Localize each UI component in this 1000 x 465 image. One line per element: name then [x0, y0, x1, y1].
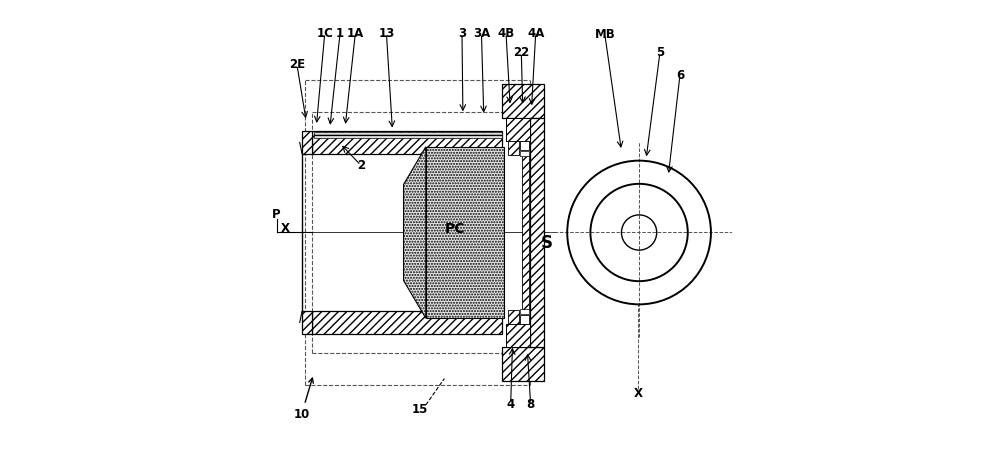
- Text: 22: 22: [513, 46, 529, 59]
- Text: 4A: 4A: [527, 27, 544, 40]
- Text: S: S: [540, 234, 552, 252]
- Bar: [520, 151, 529, 155]
- Text: 4: 4: [507, 398, 515, 411]
- Bar: [520, 315, 529, 324]
- Text: P: P: [272, 208, 281, 221]
- Bar: [426, 147, 504, 318]
- Text: 5: 5: [656, 46, 664, 59]
- Text: 8: 8: [526, 398, 535, 411]
- Bar: [302, 311, 312, 333]
- Bar: [508, 310, 519, 324]
- Bar: [520, 141, 529, 150]
- Bar: [502, 347, 544, 381]
- Bar: [312, 132, 502, 154]
- Text: 10: 10: [293, 378, 313, 421]
- Bar: [506, 324, 530, 347]
- Bar: [302, 132, 312, 154]
- Text: 2: 2: [357, 159, 365, 172]
- Text: X: X: [281, 222, 290, 235]
- Bar: [314, 132, 502, 138]
- Text: PC: PC: [445, 222, 466, 236]
- Text: 3: 3: [458, 27, 466, 40]
- Bar: [530, 118, 544, 347]
- Bar: [502, 84, 544, 118]
- Text: 1A: 1A: [347, 27, 364, 40]
- Text: 13: 13: [378, 27, 395, 40]
- Text: MB: MB: [594, 27, 615, 40]
- Bar: [506, 118, 530, 141]
- Text: 2E: 2E: [289, 58, 305, 71]
- Bar: [312, 311, 502, 333]
- Bar: [522, 155, 529, 310]
- Bar: [508, 141, 519, 155]
- Polygon shape: [404, 147, 426, 318]
- Text: 6: 6: [676, 69, 684, 82]
- Text: X: X: [634, 387, 643, 400]
- Bar: [520, 310, 529, 314]
- Text: 15: 15: [412, 403, 428, 416]
- Text: 1: 1: [336, 27, 344, 40]
- Text: 1C: 1C: [316, 27, 333, 40]
- Text: 4B: 4B: [497, 27, 515, 40]
- Text: 3A: 3A: [473, 27, 490, 40]
